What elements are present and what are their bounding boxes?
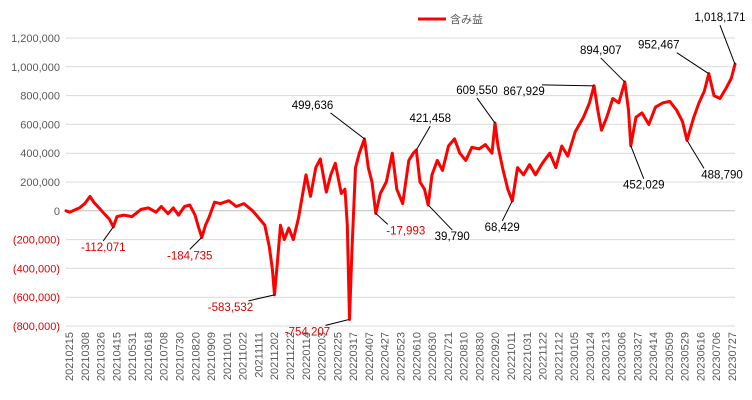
annotation-leader bbox=[719, 25, 736, 65]
annotation-leader bbox=[189, 237, 203, 250]
annotation-label: -583,532 bbox=[208, 302, 253, 314]
gridlines bbox=[66, 37, 735, 327]
annotation-leader bbox=[686, 140, 705, 169]
x-tick-label: 20220114 bbox=[301, 332, 313, 380]
y-tick-label: (600,000) bbox=[13, 292, 60, 304]
y-tick-label: (800,000) bbox=[13, 321, 60, 333]
x-tick-label: 20230327 bbox=[632, 332, 644, 381]
annotation-leader bbox=[501, 200, 513, 222]
x-tick-label: 20230213 bbox=[601, 332, 613, 381]
x-tick-label: 20220523 bbox=[396, 332, 408, 381]
legend-label: 含み益 bbox=[450, 12, 483, 26]
x-tick-label: 20220203 bbox=[317, 332, 329, 381]
x-tick-label: 20210820 bbox=[190, 332, 202, 381]
x-tick-label: 20210215 bbox=[64, 332, 76, 381]
x-tick-label: 20210326 bbox=[96, 332, 108, 381]
y-tick-label: 800,000 bbox=[20, 91, 60, 103]
x-tick-label: 20230124 bbox=[585, 332, 597, 381]
y-tick-label: 0 bbox=[54, 206, 60, 218]
x-tick-label: 20220407 bbox=[364, 332, 376, 381]
x-tick-label: 20230616 bbox=[695, 332, 707, 381]
x-tick-label: 20220317 bbox=[348, 332, 360, 381]
annotation-label: -112,071 bbox=[81, 242, 126, 254]
annotation-leader bbox=[415, 125, 431, 151]
legend: 含み益 bbox=[418, 12, 483, 26]
y-tick-label: 600,000 bbox=[20, 119, 60, 131]
annotation-leader bbox=[325, 318, 350, 326]
x-tick-label: 20210308 bbox=[80, 332, 92, 381]
x-tick-label: 20210415 bbox=[111, 332, 123, 381]
x-tick-label: 20220225 bbox=[332, 332, 344, 381]
annotation-label: 894,907 bbox=[580, 45, 622, 57]
x-tick-label: 20211202 bbox=[269, 332, 281, 380]
annotation-label: 488,790 bbox=[701, 169, 743, 181]
annotation-label: -17,993 bbox=[386, 225, 425, 237]
x-tick-label: 20230509 bbox=[664, 332, 676, 381]
annotation-leader-lines bbox=[102, 25, 736, 326]
x-tick-label: 20211022 bbox=[238, 332, 250, 380]
x-tick-label: 20221122 bbox=[538, 332, 550, 380]
x-tick-label: 20220630 bbox=[427, 332, 439, 381]
annotation-label: 867,929 bbox=[503, 86, 545, 98]
annotation-label: 499,636 bbox=[292, 100, 334, 112]
x-tick-label: 20210730 bbox=[175, 332, 187, 381]
x-tick-label: 20220920 bbox=[490, 332, 502, 381]
annotation-leader bbox=[600, 57, 626, 83]
y-tick-label: (200,000) bbox=[13, 235, 60, 247]
x-tick-label: 20220721 bbox=[443, 332, 455, 381]
x-tick-label: 20210708 bbox=[159, 332, 171, 381]
y-tick-label: 1,200,000 bbox=[11, 33, 60, 45]
annotation-leader bbox=[102, 226, 114, 242]
x-tick-label: 20230414 bbox=[648, 332, 660, 381]
y-tick-label: (400,000) bbox=[13, 263, 60, 275]
x-tick-label: 20210909 bbox=[206, 332, 218, 381]
annotation-leader bbox=[248, 294, 275, 302]
annotation-label: 68,429 bbox=[485, 222, 520, 234]
y-tick-label: 200,000 bbox=[20, 177, 60, 189]
annotation-leader bbox=[476, 97, 496, 124]
annotation-leader bbox=[541, 84, 595, 87]
x-tick-label: 20221031 bbox=[522, 332, 534, 381]
x-tick-label: 20230105 bbox=[569, 332, 581, 381]
x-tick-label: 20220427 bbox=[380, 332, 392, 381]
x-tick-label: 20220830 bbox=[474, 332, 486, 381]
x-tick-label: 20230306 bbox=[617, 332, 629, 381]
annotation-label: 39,790 bbox=[435, 231, 470, 243]
annotation-label: 452,029 bbox=[623, 180, 665, 192]
annotation-label: 952,467 bbox=[638, 40, 680, 52]
x-tick-label: 20211111 bbox=[253, 332, 265, 378]
x-tick-label: 20230529 bbox=[680, 332, 692, 381]
x-tick-label: 20220810 bbox=[459, 332, 471, 381]
annotation-leader bbox=[676, 52, 710, 75]
annotation-leader bbox=[427, 204, 453, 231]
annotation-label: 1,018,171 bbox=[694, 12, 745, 24]
x-tick-label: 20221011 bbox=[506, 332, 518, 380]
x-tick-label: 20230706 bbox=[711, 332, 723, 381]
annotation-label: 609,550 bbox=[456, 85, 498, 97]
series-line bbox=[64, 62, 737, 321]
annotation-leader bbox=[330, 112, 365, 140]
x-tick-label: 20210618 bbox=[143, 332, 155, 381]
x-tick-label: 20221212 bbox=[553, 332, 565, 381]
x-tick-label: 20211001 bbox=[222, 332, 234, 380]
annotation-label: -754,207 bbox=[285, 326, 330, 338]
y-tick-label: 400,000 bbox=[20, 148, 60, 160]
y-tick-label: 1,000,000 bbox=[11, 62, 60, 74]
x-tick-label: 20230727 bbox=[727, 332, 739, 381]
annotation-label: -184,735 bbox=[167, 250, 212, 262]
annotation-label: 421,458 bbox=[409, 113, 451, 125]
x-tick-label: 20210531 bbox=[127, 332, 139, 381]
x-tick-label: 20220610 bbox=[411, 332, 423, 381]
x-tick-label: 20211222 bbox=[285, 332, 297, 380]
x-axis-tick-labels: 20210215 20210308 20210326 20210415 20210531… bbox=[64, 332, 739, 381]
series-lines bbox=[64, 62, 737, 321]
annotation-labels: -112,071 -184,735 -583,532 -754,207 499,636 -… bbox=[81, 12, 746, 338]
y-axis-tick-labels: (800,000) (600,000) (400,000) (200,000) 0 200… bbox=[11, 33, 60, 333]
annotation-leader bbox=[630, 145, 645, 179]
annotation-leader bbox=[375, 213, 389, 225]
